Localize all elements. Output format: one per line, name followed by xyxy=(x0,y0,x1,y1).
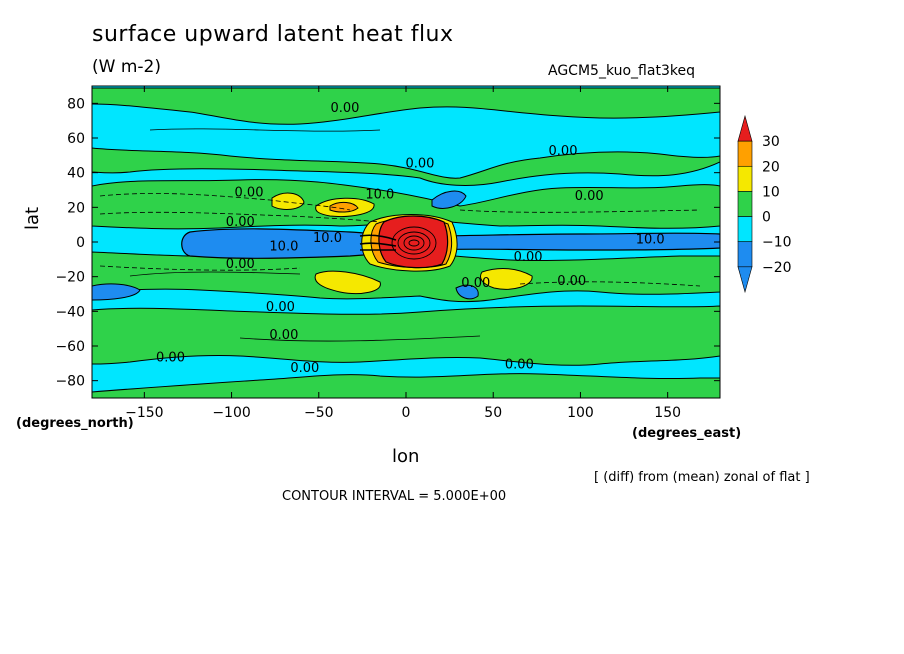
y-tick-label: 20 xyxy=(67,200,85,216)
x-tick-label: −100 xyxy=(212,405,250,421)
x-axis-label: lon xyxy=(392,446,420,467)
diff-note: [ (diff) from (mean) zonal of flat ] xyxy=(594,470,810,485)
contour-label: 0.00 xyxy=(156,350,185,365)
x-axis-units: (degrees_east) xyxy=(632,426,742,441)
y-tick-label: −80 xyxy=(55,374,85,390)
colorbar-label: 10 xyxy=(762,184,780,200)
contour-label: 10.0 xyxy=(313,231,342,246)
contour-label: 10.0 xyxy=(269,239,298,254)
colorbar-segment xyxy=(737,165,753,192)
colorbar-segment xyxy=(737,241,753,268)
contour-label: 0.00 xyxy=(226,215,255,230)
contour-label: 0.00 xyxy=(557,274,586,289)
green-region-north-subtropic xyxy=(92,179,720,230)
red-region-maximum xyxy=(378,215,449,269)
colorbar-label: 20 xyxy=(762,159,780,175)
contour-label: 0.00 xyxy=(505,357,534,372)
x-axis: −150 −100 −50 0 50 100 150 xyxy=(125,86,681,421)
contour-label: 0.00 xyxy=(405,156,434,171)
contour-label: 10.0 xyxy=(636,233,665,248)
x-tick-label: 50 xyxy=(484,405,502,421)
chart-units: (W m-2) xyxy=(92,57,161,77)
y-tick-label: −20 xyxy=(55,270,85,286)
contour-label: 0.00 xyxy=(461,276,490,291)
blue-region-west xyxy=(92,283,141,301)
green-region-south-mid xyxy=(92,305,720,366)
contour-interval-label: CONTOUR INTERVAL = 5.000E+00 xyxy=(282,489,507,504)
yellow-region-n1 xyxy=(271,192,305,210)
colorbar-label: −20 xyxy=(762,260,792,276)
y-tick-label: 60 xyxy=(67,131,85,147)
contour-label: 0.00 xyxy=(549,144,578,159)
x-tick-label: 100 xyxy=(567,405,594,421)
green-region-north-high xyxy=(92,87,720,125)
x-tick-label: 150 xyxy=(654,405,681,421)
y-tick-label: −60 xyxy=(55,339,85,355)
contour-label: 0.00 xyxy=(330,101,359,116)
green-region-south-high xyxy=(92,373,720,398)
blue-region-patch-se xyxy=(455,284,479,300)
colorbar-bottom-arrow xyxy=(737,266,753,294)
y-tick-label: 40 xyxy=(67,166,85,182)
colorbar-segment xyxy=(737,216,753,243)
contour-label: 0.00 xyxy=(514,250,543,265)
y-tick-label: 0 xyxy=(76,235,85,251)
contour-label: 0.00 xyxy=(235,186,264,201)
colorbar-label: −10 xyxy=(762,235,792,251)
blue-region-patch-ne xyxy=(431,190,467,209)
contour-label: 0.00 xyxy=(575,189,604,204)
y-axis: −80 −60 −40 −20 0 20 40 60 80 xyxy=(55,96,720,390)
x-tick-label: 0 xyxy=(402,405,411,421)
colorbar-segment xyxy=(737,140,753,167)
colorbar-label: 0 xyxy=(762,210,771,226)
contour-lines xyxy=(99,128,701,342)
colorbar-segment xyxy=(737,191,753,217)
colorbar-label: 30 xyxy=(762,134,780,150)
run-id-label: AGCM5_kuo_flat3keq xyxy=(548,63,695,79)
contour-label-layer: 0.00 0.00 0.00 0.00 10.0 0.00 10.0 10.0 0.00 10.0… xyxy=(156,101,665,376)
chart-title: surface upward latent heat flux xyxy=(92,22,454,47)
colorbar-top-arrow xyxy=(737,114,753,142)
contour-label: 0.00 xyxy=(290,361,319,376)
x-tick-label: −150 xyxy=(125,405,163,421)
contour-label: 0.00 xyxy=(266,300,295,315)
yellow-region-s1 xyxy=(314,270,381,295)
contour-label: 0.00 xyxy=(269,328,298,343)
y-axis-units: (degrees_north) xyxy=(16,416,134,431)
orange-region-n2 xyxy=(329,201,359,213)
contour-label: 0.00 xyxy=(226,257,255,272)
x-tick-label: −50 xyxy=(304,405,334,421)
yellow-region-s2 xyxy=(480,268,533,290)
contour-label: 10.0 xyxy=(365,187,394,202)
colorbar: 30 20 10 0 −10 −20 xyxy=(737,114,792,294)
y-tick-label: −40 xyxy=(55,304,85,320)
contour-fields xyxy=(92,86,720,398)
y-tick-label: 80 xyxy=(67,96,85,112)
